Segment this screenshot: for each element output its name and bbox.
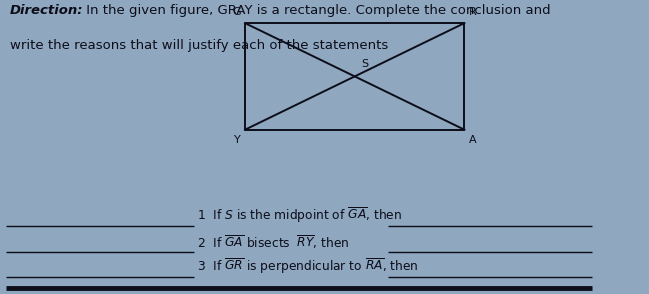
Text: write the reasons that will justify each of the statements: write the reasons that will justify each… [10,39,388,52]
Text: R: R [469,7,476,17]
Text: G: G [232,7,241,17]
Text: Y: Y [234,136,241,146]
Text: 3  If $\overline{GR}$ is perpendicular to $\overline{RA}$, then: 3 If $\overline{GR}$ is perpendicular to… [197,257,420,276]
Text: In the given figure, GRAY is a rectangle. Complete the conclusion and: In the given figure, GRAY is a rectangle… [82,4,550,17]
Text: 1  If $S$ is the midpoint of $\overline{GA}$, then: 1 If $S$ is the midpoint of $\overline{G… [197,206,402,225]
Text: S: S [361,59,369,69]
Text: Direction:: Direction: [10,4,83,17]
Text: A: A [469,136,476,146]
Text: 2  If $\overline{GA}$ bisects  $\overline{RY}$, then: 2 If $\overline{GA}$ bisects $\overline{… [197,234,350,251]
